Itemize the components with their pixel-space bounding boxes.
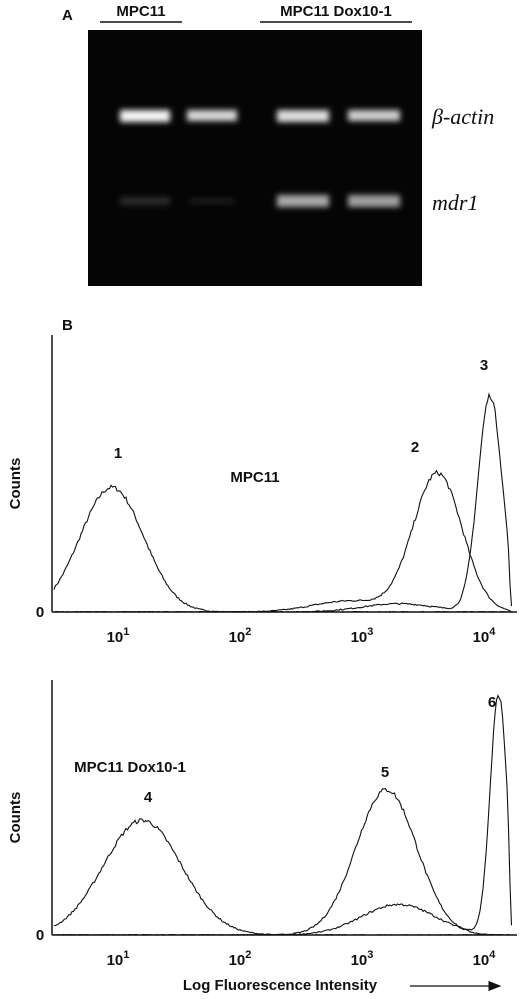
tick-base: 10 xyxy=(473,952,490,969)
group-label: MPC11 Dox10-1 xyxy=(280,3,392,20)
band xyxy=(120,197,170,205)
panel-label: B xyxy=(62,317,73,334)
histogram xyxy=(54,694,513,936)
x-tick-label: 103 xyxy=(351,949,374,969)
panel-label: A xyxy=(62,7,73,24)
tick-base: 10 xyxy=(473,629,490,646)
tick-base: 10 xyxy=(229,629,246,646)
tick-exp: 3 xyxy=(367,949,373,961)
tick-exp: 3 xyxy=(367,626,373,638)
band-label: mdr1 xyxy=(432,190,478,215)
tick-exp: 1 xyxy=(123,949,129,961)
x-tick-label: 104 xyxy=(473,626,497,646)
x-tick-label: 102 xyxy=(229,949,252,969)
band xyxy=(190,198,234,204)
band xyxy=(277,195,329,207)
tick-base: 10 xyxy=(107,629,124,646)
bands xyxy=(120,110,400,207)
peak-label: 5 xyxy=(381,764,389,781)
x-tick-label: 102 xyxy=(229,626,252,646)
y-axis-label: Counts xyxy=(7,458,24,510)
histogram xyxy=(53,392,513,613)
x-tick-label: 103 xyxy=(351,626,374,646)
band xyxy=(120,110,170,122)
histogram xyxy=(53,818,512,936)
band-label: β-actin xyxy=(431,104,494,129)
tick-exp: 1 xyxy=(123,626,129,638)
peak-label: 4 xyxy=(144,789,153,806)
band xyxy=(348,195,400,207)
band xyxy=(187,110,237,121)
histogram xyxy=(53,787,512,936)
gel xyxy=(88,30,422,286)
tick-exp: 4 xyxy=(489,626,496,638)
x-axis-label: Log Fluorescence Intensity xyxy=(183,977,378,994)
tick-exp: 2 xyxy=(245,626,251,638)
x-tick-label: 101 xyxy=(107,626,130,646)
y-zero-label: 0 xyxy=(36,604,44,621)
sample-label: MPC11 xyxy=(230,469,279,486)
peak-label: 2 xyxy=(411,439,419,456)
tick-base: 10 xyxy=(229,952,246,969)
tick-exp: 2 xyxy=(245,949,251,961)
x-tick-label: 101 xyxy=(107,949,130,969)
tick-exp: 4 xyxy=(489,949,496,961)
band xyxy=(348,110,400,121)
sample-label: MPC11 Dox10-1 xyxy=(74,759,186,776)
group-label: MPC11 xyxy=(116,3,165,20)
tick-base: 10 xyxy=(351,952,368,969)
histogram xyxy=(53,469,512,613)
peak-label: 1 xyxy=(114,445,122,462)
peak-label: 6 xyxy=(488,694,496,711)
x-tick-label: 104 xyxy=(473,949,497,969)
band xyxy=(277,110,329,122)
histogram xyxy=(53,484,512,613)
tick-base: 10 xyxy=(351,629,368,646)
peak-label: 3 xyxy=(480,357,488,374)
y-zero-label: 0 xyxy=(36,927,44,944)
y-axis-label: Counts xyxy=(7,792,24,844)
tick-base: 10 xyxy=(107,952,124,969)
